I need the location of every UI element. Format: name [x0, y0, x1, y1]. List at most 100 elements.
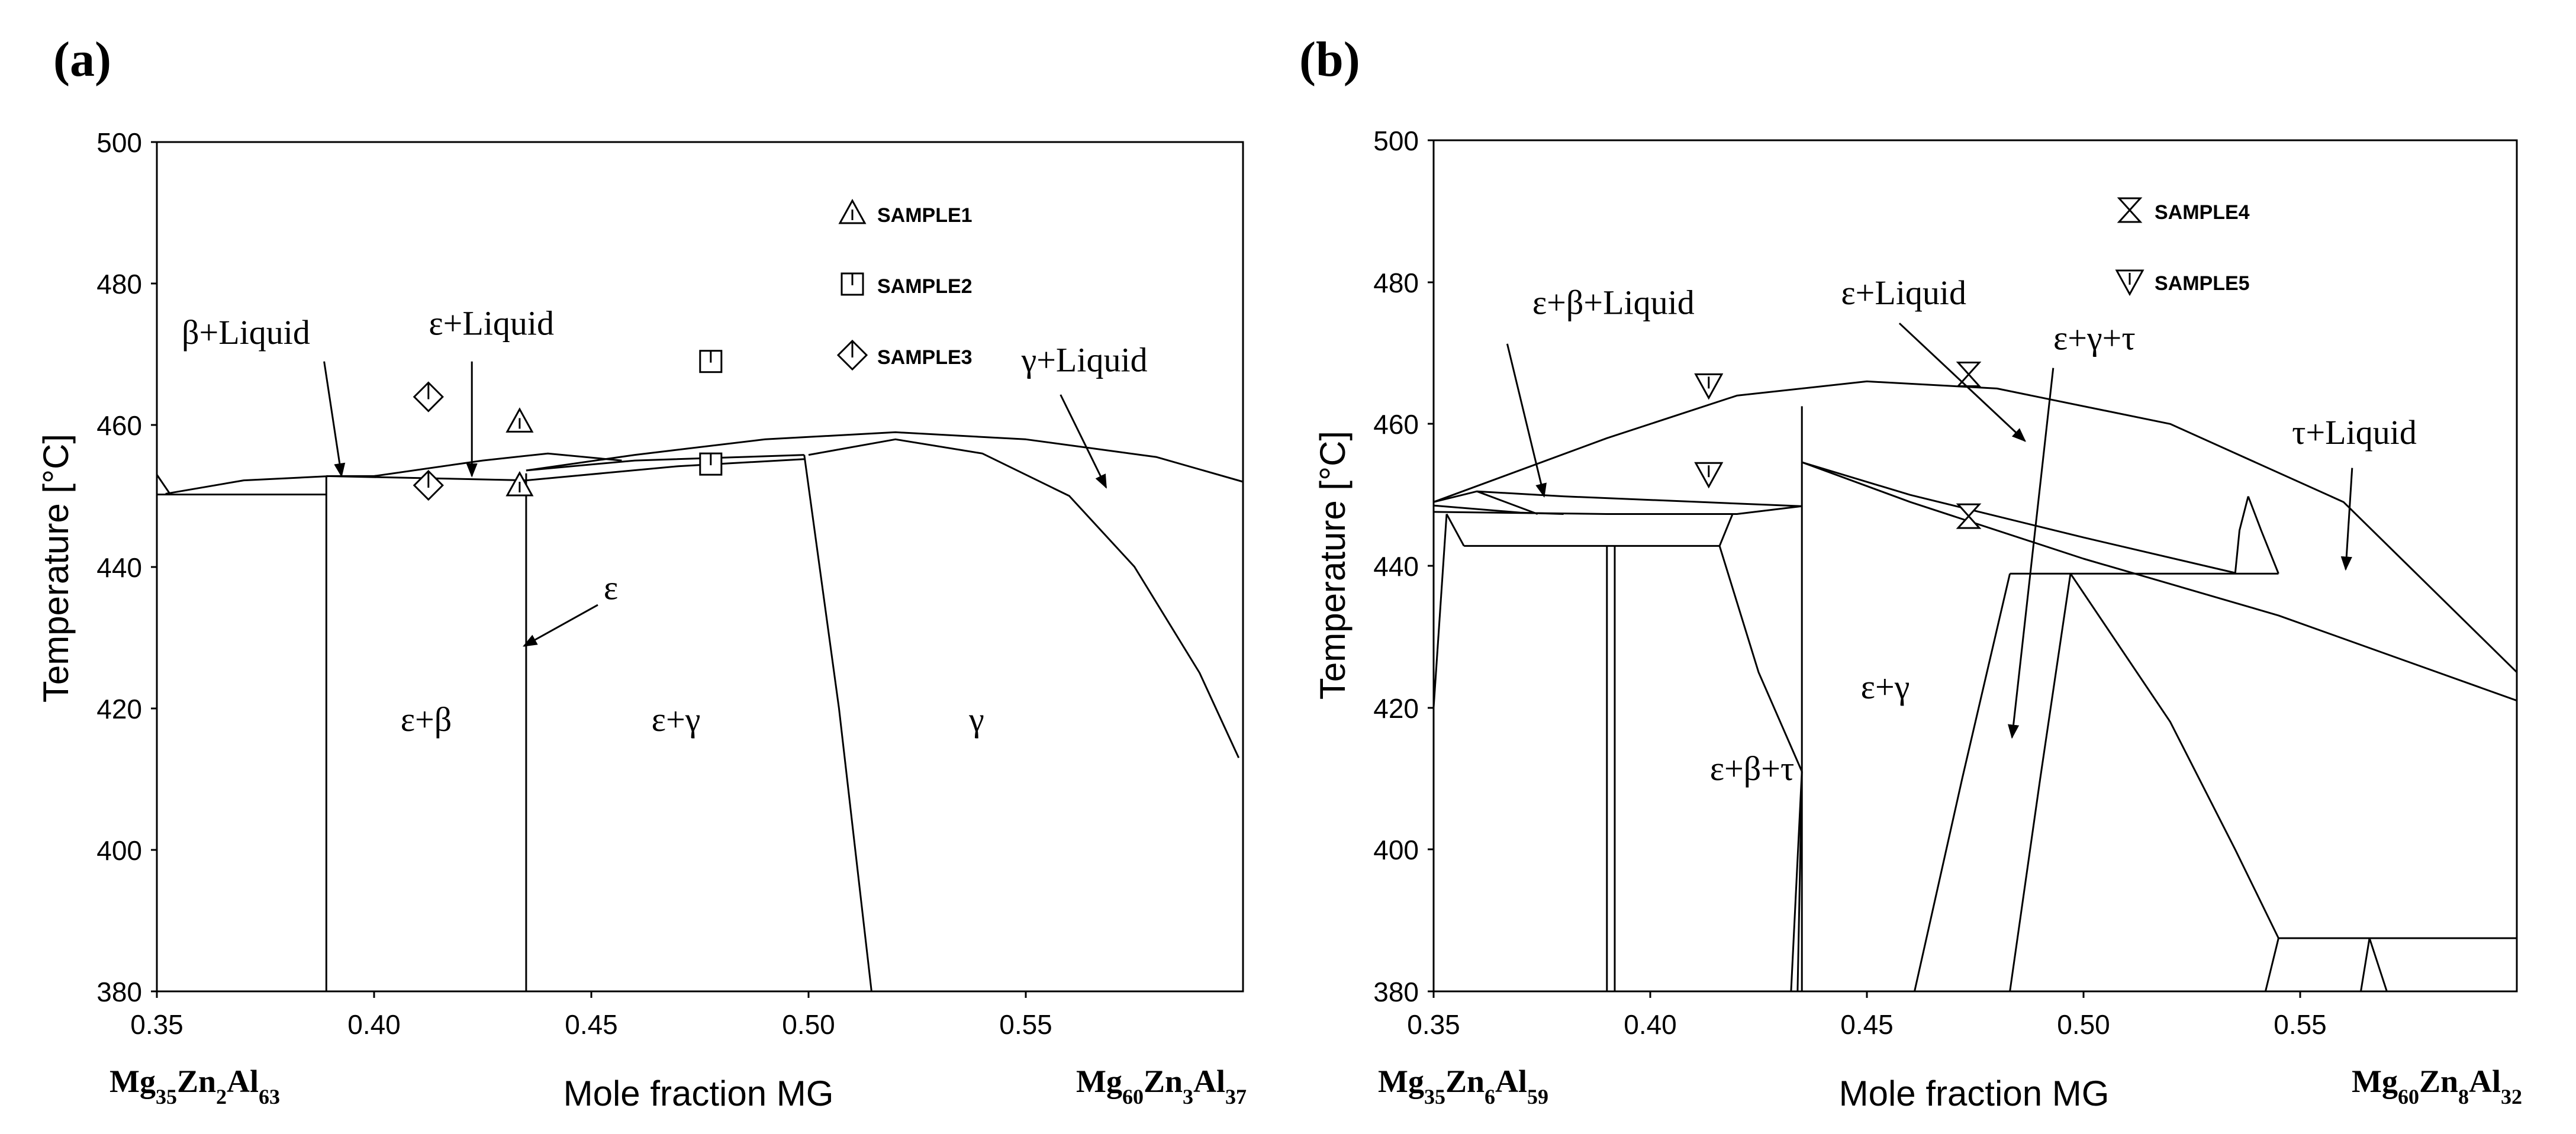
y-tick-label: 400	[96, 835, 142, 866]
region-label-eps-gamma: ε+γ	[652, 700, 701, 739]
phase-boundaries-b	[1432, 380, 2518, 992]
y-tick-label: 460	[96, 410, 142, 441]
phase-boundary-line	[1914, 573, 2011, 992]
y-tick-label: 400	[1373, 835, 1419, 865]
legend-label: SAMPLE3	[877, 346, 973, 369]
x-tick-label: 0.45	[565, 1009, 618, 1040]
phase-boundary-line	[2360, 938, 2371, 992]
left-composition-b: Mg35Zn6Al59	[1378, 1064, 1548, 1109]
phase-boundary-line	[2368, 938, 2388, 992]
x-tick-label: 0.35	[1407, 1009, 1460, 1040]
phase-boundary-line	[165, 475, 374, 495]
phase-boundary-line	[1433, 505, 1802, 515]
legend-label: SAMPLE5	[2155, 272, 2250, 295]
y-tick-label: 380	[1373, 977, 1419, 1007]
phase-boundaries-a	[156, 431, 1244, 992]
x-tick-label: 0.50	[2057, 1009, 2110, 1040]
triangle-down-bar-icon	[2115, 269, 2144, 297]
y-axis-title-b: Temperature [°C]	[1313, 431, 1353, 700]
x-tick-label: 0.35	[130, 1009, 183, 1040]
legend-a: SAMPLE1 SAMPLE2 SAMPLE3	[836, 198, 973, 371]
phase-boundary-line	[803, 455, 872, 992]
phase-boundary-line	[1432, 514, 1448, 708]
x-axis-title-a: Mole fraction MG	[564, 1074, 834, 1113]
annotation-label: τ+Liquid	[2292, 413, 2417, 452]
y-tick-label: 420	[96, 694, 142, 724]
phase-boundary-line	[1801, 461, 2517, 702]
phase-boundary-line	[156, 474, 171, 495]
phase-boundary-line	[2264, 938, 2279, 992]
plot-frame-b	[1432, 139, 2518, 993]
samples-b	[1694, 362, 1982, 529]
diamond-bar-icon	[413, 381, 444, 413]
phase-boundary-line	[2234, 496, 2249, 574]
x-tick-label: 0.40	[1624, 1009, 1677, 1040]
y-tick-label: 380	[96, 977, 142, 1007]
x-tick-label: 0.55	[2274, 1009, 2327, 1040]
phase-boundary-line	[1718, 513, 1734, 546]
phase-boundary-line	[1433, 380, 2518, 673]
y-tick-label: 500	[96, 127, 142, 158]
phase-boundary-line	[2069, 573, 2279, 939]
annotation-label: ε+β+Liquid	[1532, 284, 1695, 322]
legend-label: SAMPLE1	[877, 204, 973, 227]
phase-boundary-line	[1790, 771, 1803, 992]
annotation-arrow	[1060, 394, 1107, 489]
annotation-label: ε+Liquid	[1841, 273, 1966, 312]
triangle-down-bar-icon	[1694, 462, 1724, 489]
annotation-arrow	[2340, 468, 2353, 571]
y-tick-label: 460	[1373, 409, 1419, 440]
triangle-up-bar-icon	[505, 407, 534, 433]
right-composition-a: Mg60Zn3Al37	[1076, 1064, 1247, 1109]
samples-a	[413, 350, 723, 501]
annotation-arrow	[1506, 343, 1547, 498]
x-tick-label: 0.50	[782, 1009, 835, 1040]
annotation-label: ε	[604, 569, 618, 607]
legend-label: SAMPLE2	[877, 275, 973, 298]
annotation-arrow	[523, 604, 598, 647]
phase-boundary-line	[2247, 496, 2279, 574]
plot-frame-a	[156, 141, 1244, 993]
phase-boundary-line	[1801, 461, 2236, 574]
phase-boundary-line	[373, 452, 622, 477]
triangle-up-bar-icon	[505, 471, 534, 497]
diamond-bar-icon	[836, 339, 868, 371]
triangle-up-bar-icon	[838, 198, 867, 224]
hourglass-icon	[2117, 197, 2143, 223]
annotation-arrow	[1898, 323, 2026, 442]
right-composition-b: Mg60Zn8Al32	[2352, 1064, 2522, 1109]
annotation-label: ε+Liquid	[429, 304, 554, 342]
y-tick-label: 480	[96, 269, 142, 299]
legend-b: SAMPLE4 SAMPLE5	[2115, 197, 2250, 297]
annotation-label: β+Liquid	[182, 313, 310, 352]
phase-boundary-line	[1476, 490, 1538, 515]
y-tick-label: 500	[1373, 125, 1419, 156]
triangle-down-bar-icon	[1694, 373, 1724, 400]
panel-b: (b) 380 400 420 440 460 480 500 0.35 0.4…	[1299, 32, 2522, 1113]
annotations-b: ε+β+Liquid ε+Liquid ε+γ+τ τ+Liquid	[1506, 273, 2417, 739]
phase-boundary-line	[2009, 573, 2072, 992]
y-tick-label: 420	[1373, 693, 1419, 724]
region-label-eps-beta: ε+β	[401, 700, 452, 739]
region-label-eps-beta-tau: ε+β+τ	[1710, 749, 1795, 788]
annotation-arrow	[2008, 368, 2055, 739]
y-tick-label: 480	[1373, 268, 1419, 298]
annotation-label: γ+Liquid	[1021, 340, 1148, 379]
legend-label: SAMPLE4	[2155, 201, 2250, 224]
x-tick-label: 0.55	[999, 1009, 1052, 1040]
annotation-arrow	[323, 361, 346, 478]
y-tick-label: 440	[1373, 551, 1419, 582]
hourglass-icon	[1956, 362, 1982, 387]
phase-boundary-line	[1796, 771, 1803, 992]
square-bar-icon	[841, 272, 864, 296]
annotation-label: ε+γ+τ	[2053, 319, 2136, 357]
phase-boundary-line	[526, 431, 1244, 483]
y-axis-title-a: Temperature [°C]	[36, 434, 76, 703]
hourglass-icon	[1956, 503, 1982, 529]
phase-boundary-line	[526, 458, 804, 482]
x-axis-title-b: Mole fraction MG	[1839, 1074, 2110, 1113]
phase-boundary-line	[1718, 545, 1803, 772]
square-bar-icon	[699, 452, 723, 476]
x-tick-label: 0.40	[347, 1009, 401, 1040]
